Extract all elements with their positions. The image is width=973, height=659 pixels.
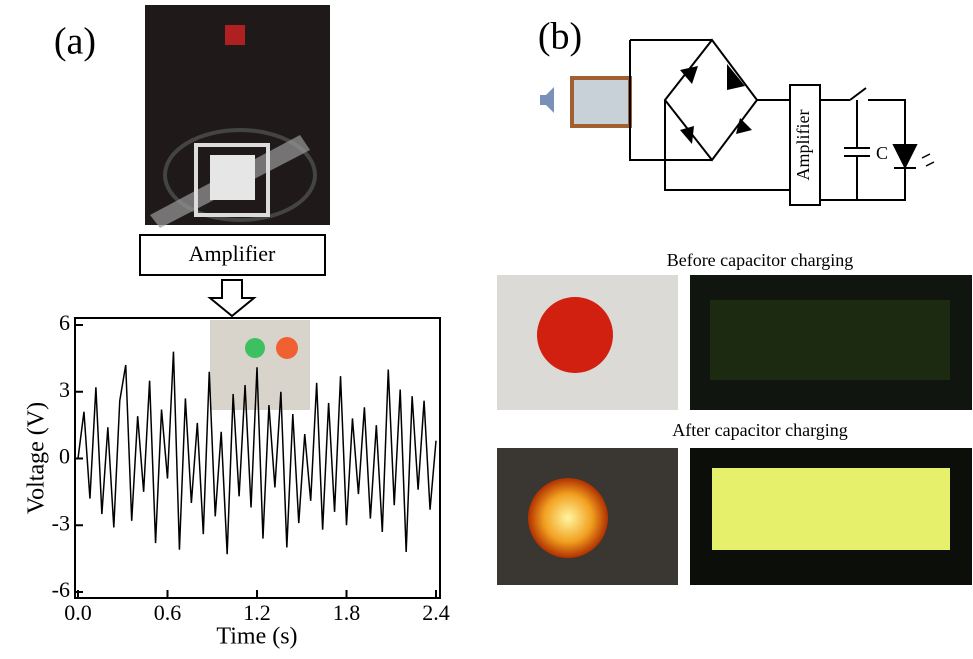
capacitor-label: C xyxy=(876,143,888,163)
led-inset xyxy=(210,320,310,410)
panel-label: (a) xyxy=(54,21,96,63)
x-axis-label: Time (s) xyxy=(216,624,297,650)
before-photos xyxy=(497,275,972,410)
amplifier-label: Amplifier xyxy=(189,241,276,266)
x-tick-label: 0.0 xyxy=(64,600,92,625)
after-photos xyxy=(497,448,972,585)
arrow xyxy=(210,280,254,316)
y-tick-label: -6 xyxy=(52,577,70,602)
circuit xyxy=(540,40,934,205)
caption: After capacitor charging xyxy=(672,420,848,440)
x-tick-label: 1.2 xyxy=(243,600,271,625)
x-tick-label: 0.6 xyxy=(154,600,182,625)
speaker-photo xyxy=(145,5,330,228)
y-tick-label: -3 xyxy=(52,510,70,535)
y-tick-label: 3 xyxy=(59,377,70,402)
x-tick-label: 2.4 xyxy=(422,600,450,625)
x-tick-label: 1.8 xyxy=(333,600,361,625)
figure: (a) Amplifier Voltage (V) Time (s) (b) A… xyxy=(0,0,973,659)
y-tick-label: 0 xyxy=(59,444,70,469)
caption: Before capacitor charging xyxy=(667,250,854,270)
panel-label: (b) xyxy=(538,16,582,58)
circuit-amplifier-label: Amplifier xyxy=(793,110,813,181)
y-tick-label: 6 xyxy=(59,310,70,335)
y-axis-label: Voltage (V) xyxy=(24,402,50,514)
signal-line xyxy=(78,352,436,554)
